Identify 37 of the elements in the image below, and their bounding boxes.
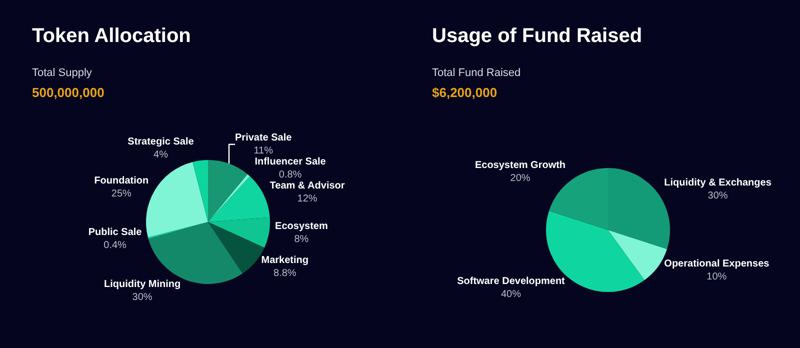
slice-label: Ecosystem [275,221,328,232]
pie-slice [146,162,208,238]
data-label: 4% [154,150,168,161]
data-label: 12% [297,194,318,205]
chart-title: Token Allocation [32,25,191,47]
data-label: 40% [500,289,522,300]
chart-subtitle: Total Fund Raised [432,67,521,79]
slice-label: Team & Advisor [270,180,345,192]
data-label: 11% [254,145,274,156]
slice-label: Ecosystem Growth [474,160,566,171]
data-label: 0.8% [278,169,302,180]
pie-slice [208,217,270,248]
data-label: 30% [708,190,728,202]
data-label: 8% [294,234,309,246]
data-label: 10% [706,272,727,283]
slice-label: Liquidity & Exchanges [664,177,772,188]
data-label: 20% [510,172,530,184]
slice-label: Strategic Sale [128,136,194,148]
slice-label: Influencer Sale [254,156,326,168]
chart-title: Usage of Fund Raised [432,25,642,47]
pie-slice [208,160,248,222]
slice-label: Marketing [261,255,309,266]
data-label: 30% [132,292,152,303]
pie-slice [148,222,208,239]
slice-label: Foundation [94,175,149,186]
text: 500,000,000 [32,85,104,100]
slice-label: Operational Expenses [664,258,770,270]
slice-label: Private Sale [235,132,292,144]
slice-label: Public Sale [88,226,142,238]
data-label: 25% [111,188,132,200]
pie-slice [208,174,250,222]
slice-label: Liquidity Mining [104,278,181,290]
chart-subtitle: Total Supply [32,67,92,79]
data-label: 8.8% [273,268,296,280]
text: $6,200,000 [432,85,498,100]
data-label: 0.4% [104,240,127,251]
slice-label: Software Development [457,276,566,288]
